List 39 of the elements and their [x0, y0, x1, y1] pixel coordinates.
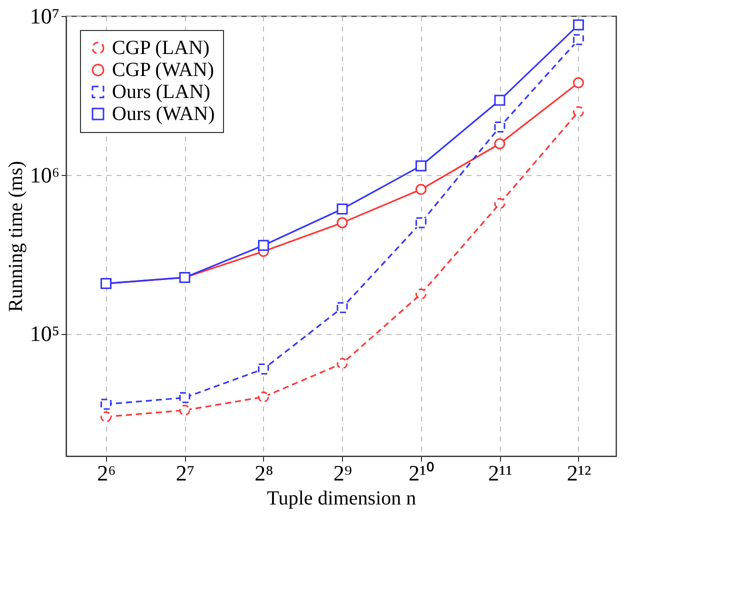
point — [336, 203, 348, 214]
point — [258, 240, 269, 251]
legend-label: Ours (WAN) — [112, 103, 215, 125]
x-tick-label: 2⁸ — [254, 460, 274, 486]
legend-label: CGP (LAN) — [112, 37, 210, 59]
x-tick-label: 2⁹ — [333, 460, 352, 486]
point — [494, 94, 506, 106]
point — [258, 391, 269, 402]
point — [336, 217, 348, 228]
y-tick-label: 10⁷ — [30, 4, 60, 28]
point — [336, 358, 348, 369]
point — [494, 198, 506, 210]
point — [415, 288, 426, 300]
point — [336, 302, 348, 314]
x-tick-label: 2¹² — [566, 460, 592, 486]
point — [494, 138, 506, 150]
legend-label: CGP (WAN) — [112, 59, 214, 81]
x-tick-label: 2⁷ — [176, 460, 195, 486]
x-axis-title: Tuple dimension n — [266, 488, 416, 510]
y-axis-title: Running time (ms) — [4, 160, 27, 312]
point — [100, 411, 112, 422]
x-tick-label: 2¹¹ — [488, 460, 512, 486]
point — [572, 19, 584, 30]
point — [415, 184, 426, 195]
y-tick-label: 10⁶ — [30, 162, 60, 188]
point — [494, 122, 506, 133]
x-tick-label: 2¹⁰ — [408, 460, 434, 486]
point — [415, 217, 426, 228]
point — [415, 160, 426, 172]
x-tick-label: 2⁶ — [97, 460, 116, 486]
point — [179, 404, 190, 416]
point — [572, 106, 584, 118]
point — [572, 34, 584, 46]
y-tick-label: 10⁵ — [30, 321, 60, 346]
point — [179, 392, 190, 404]
point — [572, 77, 584, 88]
point — [258, 363, 269, 374]
legend-label: Ours (LAN) — [112, 81, 210, 103]
point — [100, 398, 112, 410]
